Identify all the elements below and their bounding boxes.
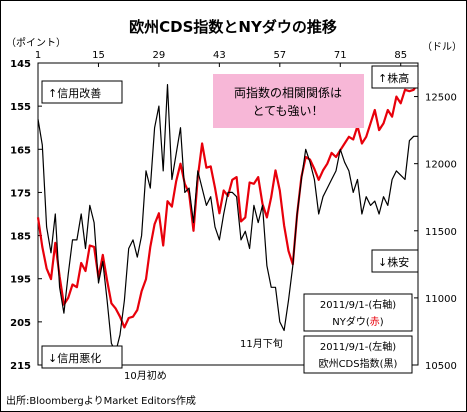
right-tick-label: 11000 [425, 294, 457, 305]
legend-nydow-label: 2011/9/1-(右軸) [320, 298, 396, 311]
right-tick-label: 11500 [425, 227, 457, 238]
legend-europe-cds-label: 2011/9/1-(左軸) [320, 340, 396, 353]
left-tick-label: 185 [10, 232, 31, 243]
legend-box-nydow [303, 293, 413, 332]
left-tick-label: 145 [10, 59, 31, 70]
right-axis-unit: （ドル） [422, 41, 462, 53]
x-tick-label: 71 [334, 50, 347, 61]
left-tick-label: 165 [10, 145, 31, 156]
callout-line-1: 両指数の相関関係は [234, 85, 342, 100]
annotation-box-credit-improve [41, 80, 123, 104]
series-line-nydow [36, 82, 419, 329]
right-tick-label: 12500 [425, 93, 457, 104]
x-tick-label: 43 [213, 50, 226, 61]
x-tick-label: 15 [92, 50, 105, 61]
right-tick-label: 10500 [425, 361, 457, 372]
right-axis-ticks: 12500 12000 11500 11000 10500 [414, 93, 457, 372]
annotation-box-stock-up [371, 65, 419, 89]
annotation-box-credit-worsen [41, 345, 123, 369]
callout-box [213, 74, 364, 128]
left-axis-unit: （ポイント） [6, 37, 66, 49]
annotation-credit-worsen: ↓信用悪化 [48, 351, 101, 365]
x-tick-label: 1 [35, 50, 41, 61]
left-tick-label: 155 [10, 102, 31, 113]
x-tick-label: 85 [394, 50, 407, 61]
right-tick-label: 12000 [425, 160, 457, 171]
left-tick-label: 205 [10, 318, 31, 329]
left-axis-ticks: 145 155 165 175 185 195 205 215 [10, 59, 42, 372]
chart-title: 欧州CDS指数とNYダウの推移 [129, 18, 337, 36]
x-axis-ticks: 1 15 29 43 57 71 85 [35, 50, 407, 67]
legend-europe-cds-name: 欧州CDS指数(黒) [319, 357, 398, 370]
x-tick-label: 57 [273, 50, 286, 61]
plot-area [37, 62, 419, 366]
source-note: 出所:BloombergよりMarket Editors作成 [6, 394, 196, 407]
annotation-stock-down: ↓株安 [378, 255, 409, 269]
annotation-stock-up: ↑株高 [378, 71, 409, 85]
left-tick-label: 175 [10, 188, 31, 199]
series-line-europe-cds [37, 84, 418, 353]
left-tick-label: 215 [10, 361, 31, 372]
legend-nydow-color-word: 赤 [370, 316, 380, 328]
annotation-late-november: 11月下旬 [240, 337, 283, 350]
annotation-early-october: 10月初め [124, 369, 167, 382]
legend-nydow-name: NYダウ(赤) [332, 315, 384, 328]
annotation-box-stock-down [371, 249, 419, 273]
callout-line-2: とても強い！ [252, 104, 323, 118]
x-tick-label: 29 [153, 50, 166, 61]
left-tick-label: 195 [10, 275, 31, 286]
annotation-credit-improve: ↑信用改善 [48, 86, 101, 100]
legend-box-europe-cds [303, 335, 413, 374]
